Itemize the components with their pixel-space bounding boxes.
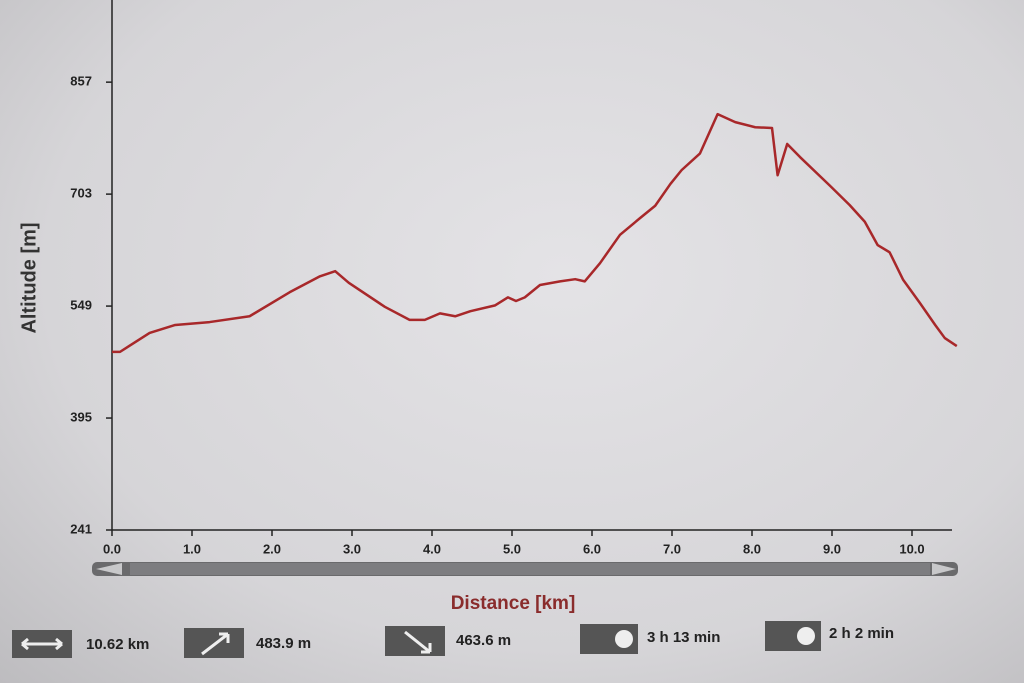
scroll-thumb[interactable] xyxy=(130,563,930,575)
x-tick-label: 7.0 xyxy=(663,541,681,556)
x-tick-label: 0.0 xyxy=(103,541,121,556)
descent: 463.6 m xyxy=(456,632,511,649)
x-tick-label: 3.0 xyxy=(343,541,361,556)
scrollbar[interactable] xyxy=(92,562,958,576)
y-tick-label: 703 xyxy=(70,186,92,201)
y-axis-label: Altitude [m] xyxy=(18,222,40,333)
clock-icon xyxy=(615,630,633,648)
ascent: 483.9 m xyxy=(256,635,311,652)
scroll-left[interactable] xyxy=(96,563,122,575)
distance-arrow xyxy=(21,637,63,651)
elevation-line xyxy=(112,112,958,354)
x-tick-label: 1.0 xyxy=(183,541,201,556)
x-tick-label: 6.0 xyxy=(583,541,601,556)
x-axis-label: Distance [km] xyxy=(451,593,576,614)
ascent-arrow xyxy=(201,632,230,656)
y-tick-label: 241 xyxy=(70,521,92,536)
walking-time: 3 h 13 min xyxy=(647,629,720,646)
y-tick-label: 549 xyxy=(70,298,92,313)
y-tick-label: 395 xyxy=(70,409,92,424)
clock-icon xyxy=(797,627,815,645)
cycling-time: 2 h 2 min xyxy=(829,625,894,642)
scroll-right[interactable] xyxy=(932,563,956,575)
y-tick-label: 857 xyxy=(70,74,92,89)
x-tick-label: 5.0 xyxy=(503,541,521,556)
descent-arrow xyxy=(404,630,432,654)
x-tick-label: 9.0 xyxy=(823,541,841,556)
x-tick-label: 10.0 xyxy=(899,541,924,556)
x-tick-label: 4.0 xyxy=(423,541,441,556)
stats: 10.62 km 483.9 m 463.6 m 3 h 13 min 2 h … xyxy=(12,621,894,658)
x-tick-label: 2.0 xyxy=(263,541,281,556)
distance: 10.62 km xyxy=(86,636,149,653)
x-tick-label: 8.0 xyxy=(743,541,761,556)
